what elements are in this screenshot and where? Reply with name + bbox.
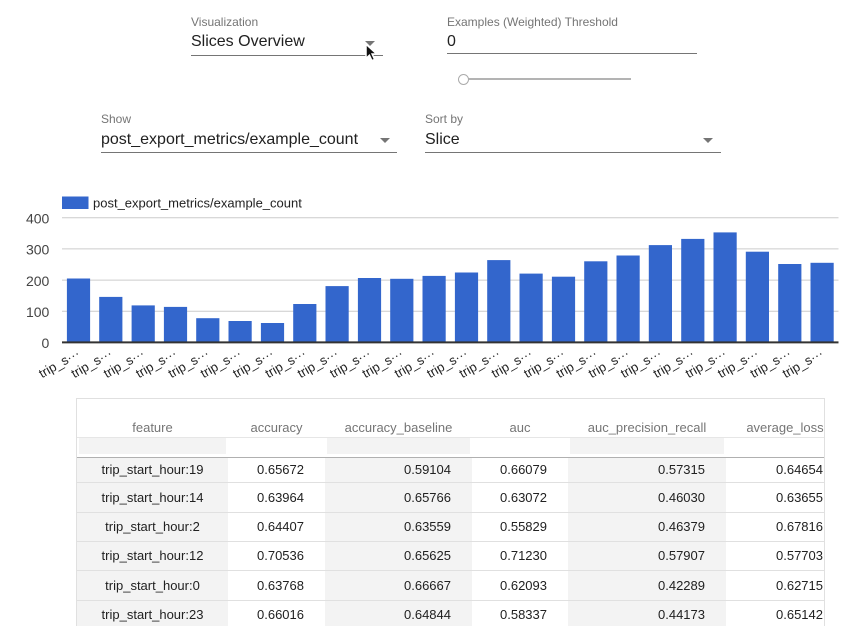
svg-text:100: 100 — [26, 304, 50, 320]
svg-text:200: 200 — [26, 273, 50, 289]
svg-text:400: 400 — [26, 210, 50, 226]
svg-text:300: 300 — [26, 242, 50, 258]
svg-text:0: 0 — [42, 335, 50, 351]
svg-text:post_export_metrics/example_co: post_export_metrics/example_count — [93, 196, 302, 211]
